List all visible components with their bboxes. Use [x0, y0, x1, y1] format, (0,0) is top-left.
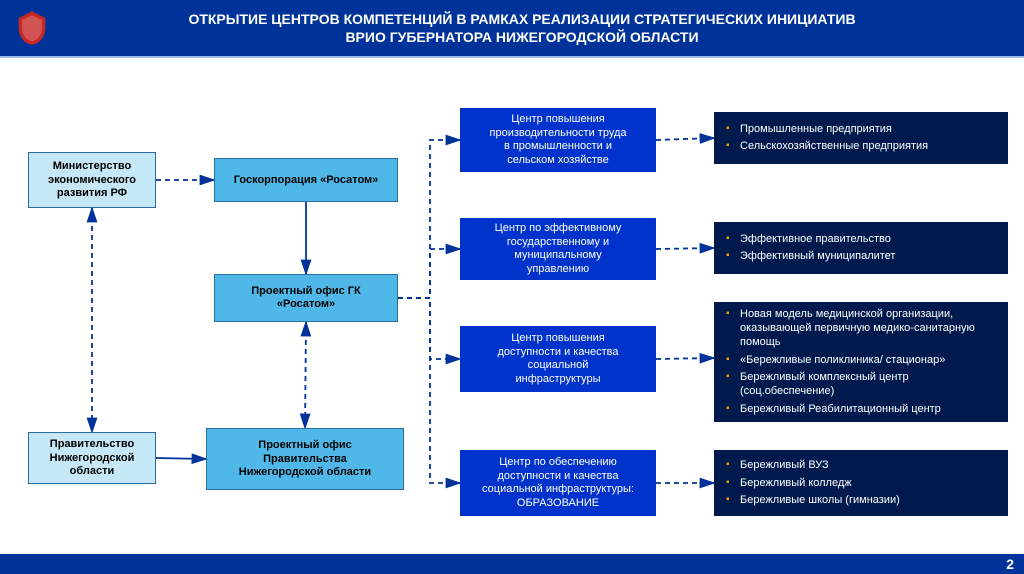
footer-band: [0, 554, 1024, 574]
page-title: ОТКРЫТИЕ ЦЕНТРОВ КОМПЕТЕНЦИЙ В РАМКАХ РЕ…: [0, 0, 1024, 58]
list-item: Эффективное правительство: [726, 231, 895, 249]
list-item: Бережливый Реабилитационный центр: [726, 401, 996, 419]
coat-of-arms-icon: [8, 4, 56, 52]
node-center4: Центр по обеспечениюдоступности и качест…: [460, 450, 656, 516]
list-item: Бережливый ВУЗ: [726, 457, 900, 475]
node-proj_gk: Проектный офис ГК«Росатом»: [214, 274, 398, 322]
diagram-canvas: Министерствоэкономическогоразвития РФ Гос…: [0, 58, 1024, 558]
node-center1: Центр повышенияпроизводительности трудав…: [460, 108, 656, 172]
list-item: Промышленные предприятия: [726, 121, 928, 139]
page-number: 2: [1006, 556, 1014, 572]
list-item: Новая модель медицинской организации, ок…: [726, 306, 996, 351]
list-item: Сельскохозяйственные предприятия: [726, 138, 928, 156]
navy-box-3: Новая модель медицинской организации, ок…: [714, 302, 1008, 422]
node-center3: Центр повышениядоступности и качествасоц…: [460, 326, 656, 392]
navy-box-1: Промышленные предприятияСельскохозяйстве…: [714, 112, 1008, 164]
list-item: Эффективный муниципалитет: [726, 248, 895, 266]
list-item: Бережливый колледж: [726, 475, 900, 493]
list-item: «Бережливые поликлиника/ стационар»: [726, 352, 996, 370]
list-item: Бережливый комплексный центр (соц.обеспе…: [726, 369, 996, 401]
node-gov_nn: ПравительствоНижегородскойобласти: [28, 432, 156, 484]
node-rosatom: Госкорпорация «Росатом»: [214, 158, 398, 202]
navy-box-2: Эффективное правительствоЭффективный мун…: [714, 222, 1008, 274]
navy-box-4: Бережливый ВУЗБережливый колледжБережлив…: [714, 450, 1008, 516]
node-ministry: Министерствоэкономическогоразвития РФ: [28, 152, 156, 208]
node-center2: Центр по эффективномугосударственному им…: [460, 218, 656, 280]
list-item: Бережливые школы (гимназии): [726, 492, 900, 510]
node-proj_gov: Проектный офисПравительстваНижегородской…: [206, 428, 404, 490]
